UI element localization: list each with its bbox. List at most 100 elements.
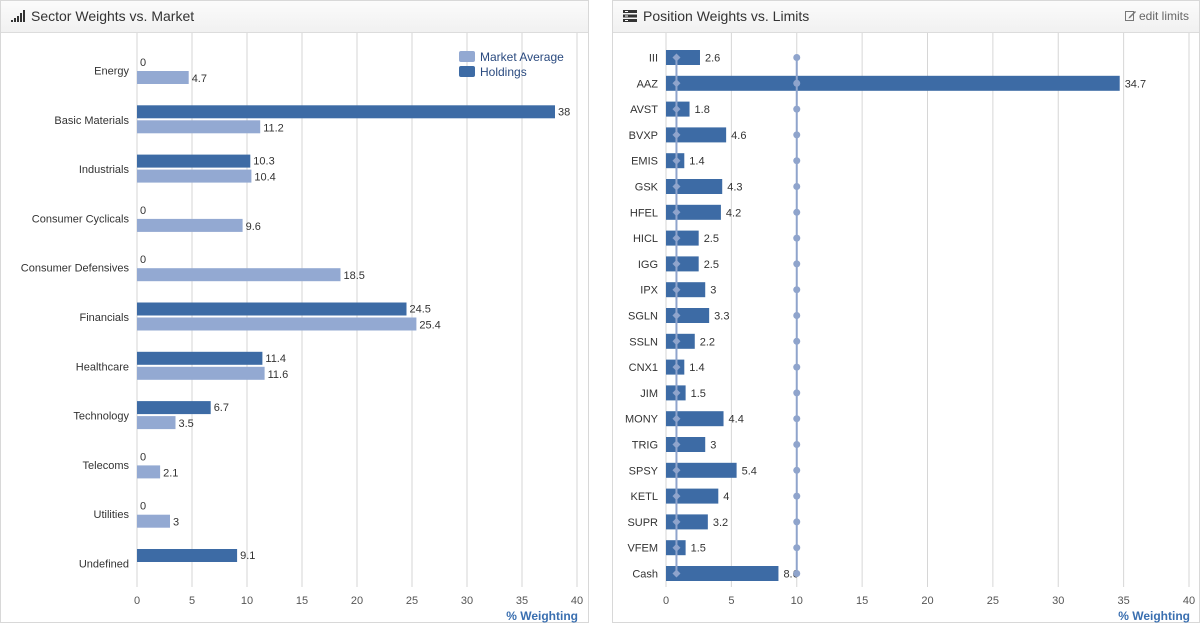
- sector-x-axis-title: % Weighting: [506, 609, 578, 623]
- position-bar-hicl: [666, 230, 699, 246]
- holdings-data-label-technology: 6.7: [214, 402, 229, 414]
- pencil-icon: [1124, 11, 1136, 21]
- position-data-label-iii: 2.6: [705, 53, 720, 65]
- sector-category-label: Technology: [73, 411, 129, 423]
- limit-marker-max: [793, 363, 801, 371]
- position-category-label: VFEM: [627, 543, 658, 555]
- limit-marker-max: [793, 54, 801, 61]
- limit-marker-min: [672, 182, 681, 191]
- sector-category-label: Financials: [79, 312, 129, 324]
- position-panel-title: Position Weights vs. Limits: [643, 8, 810, 24]
- position-data-label-hicl: 2.5: [704, 233, 719, 245]
- limit-marker-max: [793, 389, 801, 397]
- limit-marker-max: [793, 312, 801, 319]
- position-bar-cash: [666, 566, 779, 581]
- holdings-data-label-healthcare: 11.4: [265, 353, 286, 365]
- position-category-label: MONY: [625, 414, 659, 426]
- market-data-label-energy: 4.7: [192, 73, 207, 85]
- legend-label-holdings: Holdings: [480, 65, 527, 79]
- legend-item-holdings[interactable]: Holdings: [459, 65, 564, 80]
- position-category-label: III: [649, 53, 658, 65]
- position-data-label-ketl: 4: [723, 491, 729, 503]
- limit-marker-min: [672, 363, 681, 372]
- sector-category-label: Consumer Cyclicals: [32, 213, 130, 225]
- position-data-label-cnx1: 1.4: [689, 362, 704, 374]
- sector-category-label: Energy: [94, 66, 129, 78]
- sector-category-label: Industrials: [79, 164, 130, 176]
- market-bar-utilities: [137, 514, 170, 528]
- limit-marker-max: [793, 415, 801, 423]
- position-x-tick-label: 35: [1118, 595, 1130, 607]
- limit-marker-min: [672, 259, 681, 268]
- edit-limits-link[interactable]: edit limits: [1124, 9, 1189, 23]
- sector-category-label: Utilities: [94, 509, 130, 521]
- limit-marker-max: [793, 286, 801, 294]
- position-category-label: SUPR: [627, 517, 658, 529]
- edit-limits-label: edit limits: [1138, 9, 1189, 23]
- holdings-bar-basic-materials: [137, 105, 555, 119]
- sector-x-tick-label: 5: [189, 595, 195, 607]
- legend-swatch-holdings: [459, 66, 475, 77]
- position-category-label: HFEL: [630, 207, 658, 219]
- sector-panel-header: Sector Weights vs. Market: [1, 1, 588, 33]
- position-data-label-vfem: 1.5: [691, 543, 706, 555]
- legend-swatch-market-average: [459, 51, 475, 62]
- position-x-tick-label: 0: [663, 595, 669, 607]
- position-bar-gsk: [666, 179, 723, 194]
- limit-marker-max: [793, 234, 801, 242]
- limit-marker-max: [793, 105, 801, 113]
- sector-x-tick-label: 10: [241, 595, 253, 607]
- position-category-label: GSK: [635, 182, 659, 194]
- market-data-label-telecoms: 2.1: [163, 467, 178, 479]
- market-data-label-utilities: 3: [173, 517, 179, 529]
- position-bar-hfel: [666, 204, 721, 220]
- sector-x-tick-label: 30: [461, 595, 473, 607]
- limit-marker-max: [793, 441, 801, 448]
- position-category-label: EMIS: [631, 156, 658, 168]
- sector-x-tick-label: 40: [571, 595, 583, 607]
- limit-marker-min: [672, 440, 681, 449]
- position-data-label-avst: 1.8: [695, 104, 710, 116]
- holdings-bar-undefined: [137, 549, 238, 562]
- position-data-label-ipx: 3: [710, 285, 716, 297]
- position-category-label: JIM: [640, 388, 658, 400]
- position-bar-supr: [666, 514, 708, 530]
- bar-chart-icon: [11, 10, 25, 22]
- position-data-label-igg: 2.5: [704, 259, 719, 271]
- holdings-data-label-energy: 0: [140, 57, 146, 69]
- sector-x-tick-label: 25: [406, 595, 418, 607]
- limit-marker-min: [672, 208, 681, 217]
- position-weights-panel: Position Weights vs. Limits edit limits …: [612, 0, 1200, 623]
- market-bar-telecoms: [137, 465, 161, 479]
- market-bar-technology: [137, 416, 176, 430]
- market-data-label-healthcare: 11.6: [268, 369, 289, 381]
- market-bar-consumer-defensives: [137, 268, 341, 282]
- position-bar-spsy: [666, 462, 737, 478]
- limit-marker-min: [672, 466, 681, 475]
- sector-category-label: Undefined: [79, 559, 129, 571]
- holdings-data-label-basic-materials: 38: [558, 106, 570, 118]
- limit-marker-min: [672, 543, 681, 552]
- position-data-label-emis: 1.4: [689, 156, 704, 168]
- limit-marker-max: [793, 492, 801, 500]
- position-data-label-sgln: 3.3: [714, 311, 729, 323]
- limit-marker-max: [793, 544, 801, 552]
- position-bar-ketl: [666, 488, 719, 504]
- legend-item-market-average[interactable]: Market Average: [459, 50, 564, 65]
- position-x-tick-label: 30: [1052, 595, 1064, 607]
- sector-chart-legend: Market Average Holdings: [459, 50, 564, 80]
- position-x-axis-title: % Weighting: [1118, 609, 1190, 623]
- sector-category-label: Basic Materials: [54, 115, 129, 127]
- sector-category-label: Consumer Defensives: [21, 263, 130, 275]
- position-data-label-aaz: 34.7: [1125, 78, 1146, 90]
- position-category-label: KETL: [630, 491, 658, 503]
- limit-marker-min: [672, 53, 681, 62]
- position-category-label: BVXP: [629, 130, 658, 142]
- position-x-tick-label: 20: [921, 595, 933, 607]
- market-data-label-financials: 25.4: [419, 320, 440, 332]
- limit-marker-min: [672, 311, 681, 320]
- market-bar-energy: [137, 71, 189, 84]
- position-panel-header: Position Weights vs. Limits edit limits: [613, 1, 1199, 33]
- position-x-tick-label: 10: [791, 595, 803, 607]
- position-data-label-bvxp: 4.6: [731, 130, 746, 142]
